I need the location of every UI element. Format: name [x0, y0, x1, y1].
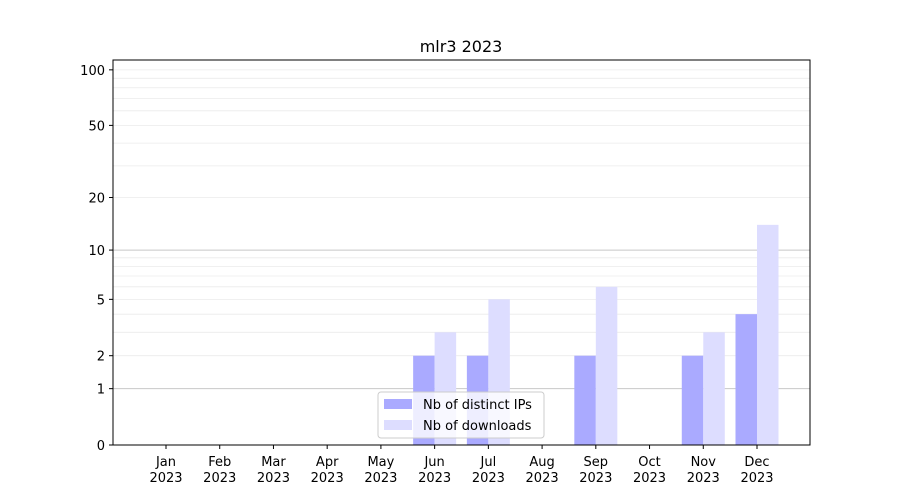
legend-label: Nb of distinct IPs: [423, 398, 532, 413]
y-tick-label: 100: [80, 64, 105, 79]
x-tick-label: Sep 2023: [579, 455, 612, 486]
y-tick-label: 0: [97, 439, 105, 454]
y-tick-label: 1: [97, 383, 105, 398]
y-tick-label: 20: [88, 192, 105, 207]
y-tick-label: 10: [88, 244, 105, 259]
x-tick-label: Nov 2023: [687, 455, 720, 486]
x-tick-label: Oct 2023: [633, 455, 666, 486]
x-tick-label: Jul 2023: [472, 455, 505, 486]
x-tick-label: Apr 2023: [311, 455, 344, 486]
bar-downloads: [703, 332, 725, 445]
x-tick-label: Jan 2023: [149, 455, 182, 486]
legend-swatch: [384, 399, 412, 409]
x-tick-label: Jun 2023: [418, 455, 451, 486]
x-tick-label: Feb 2023: [203, 455, 236, 486]
y-tick-label: 2: [97, 350, 105, 365]
legend-swatch: [384, 420, 412, 430]
x-tick-label: May 2023: [364, 455, 397, 486]
legend: Nb of distinct IPs Nb of downloads: [377, 391, 545, 439]
plot-frame: [112, 59, 811, 446]
bar-ips: [574, 355, 596, 445]
x-tick-label: Mar 2023: [257, 455, 290, 486]
x-tick-label: Aug 2023: [526, 455, 559, 486]
bar-ips: [681, 355, 704, 445]
legend-box: [377, 391, 545, 439]
bar-downloads: [757, 224, 779, 445]
bar-downloads: [595, 286, 618, 445]
legend-label: Nb of downloads: [423, 419, 532, 434]
bar-ips: [735, 314, 757, 445]
y-tick-label: 5: [97, 293, 105, 308]
y-tick-label: 50: [88, 119, 105, 134]
chart-title: mlr3 2023: [420, 37, 503, 56]
x-tick-label: Dec 2023: [740, 455, 773, 486]
